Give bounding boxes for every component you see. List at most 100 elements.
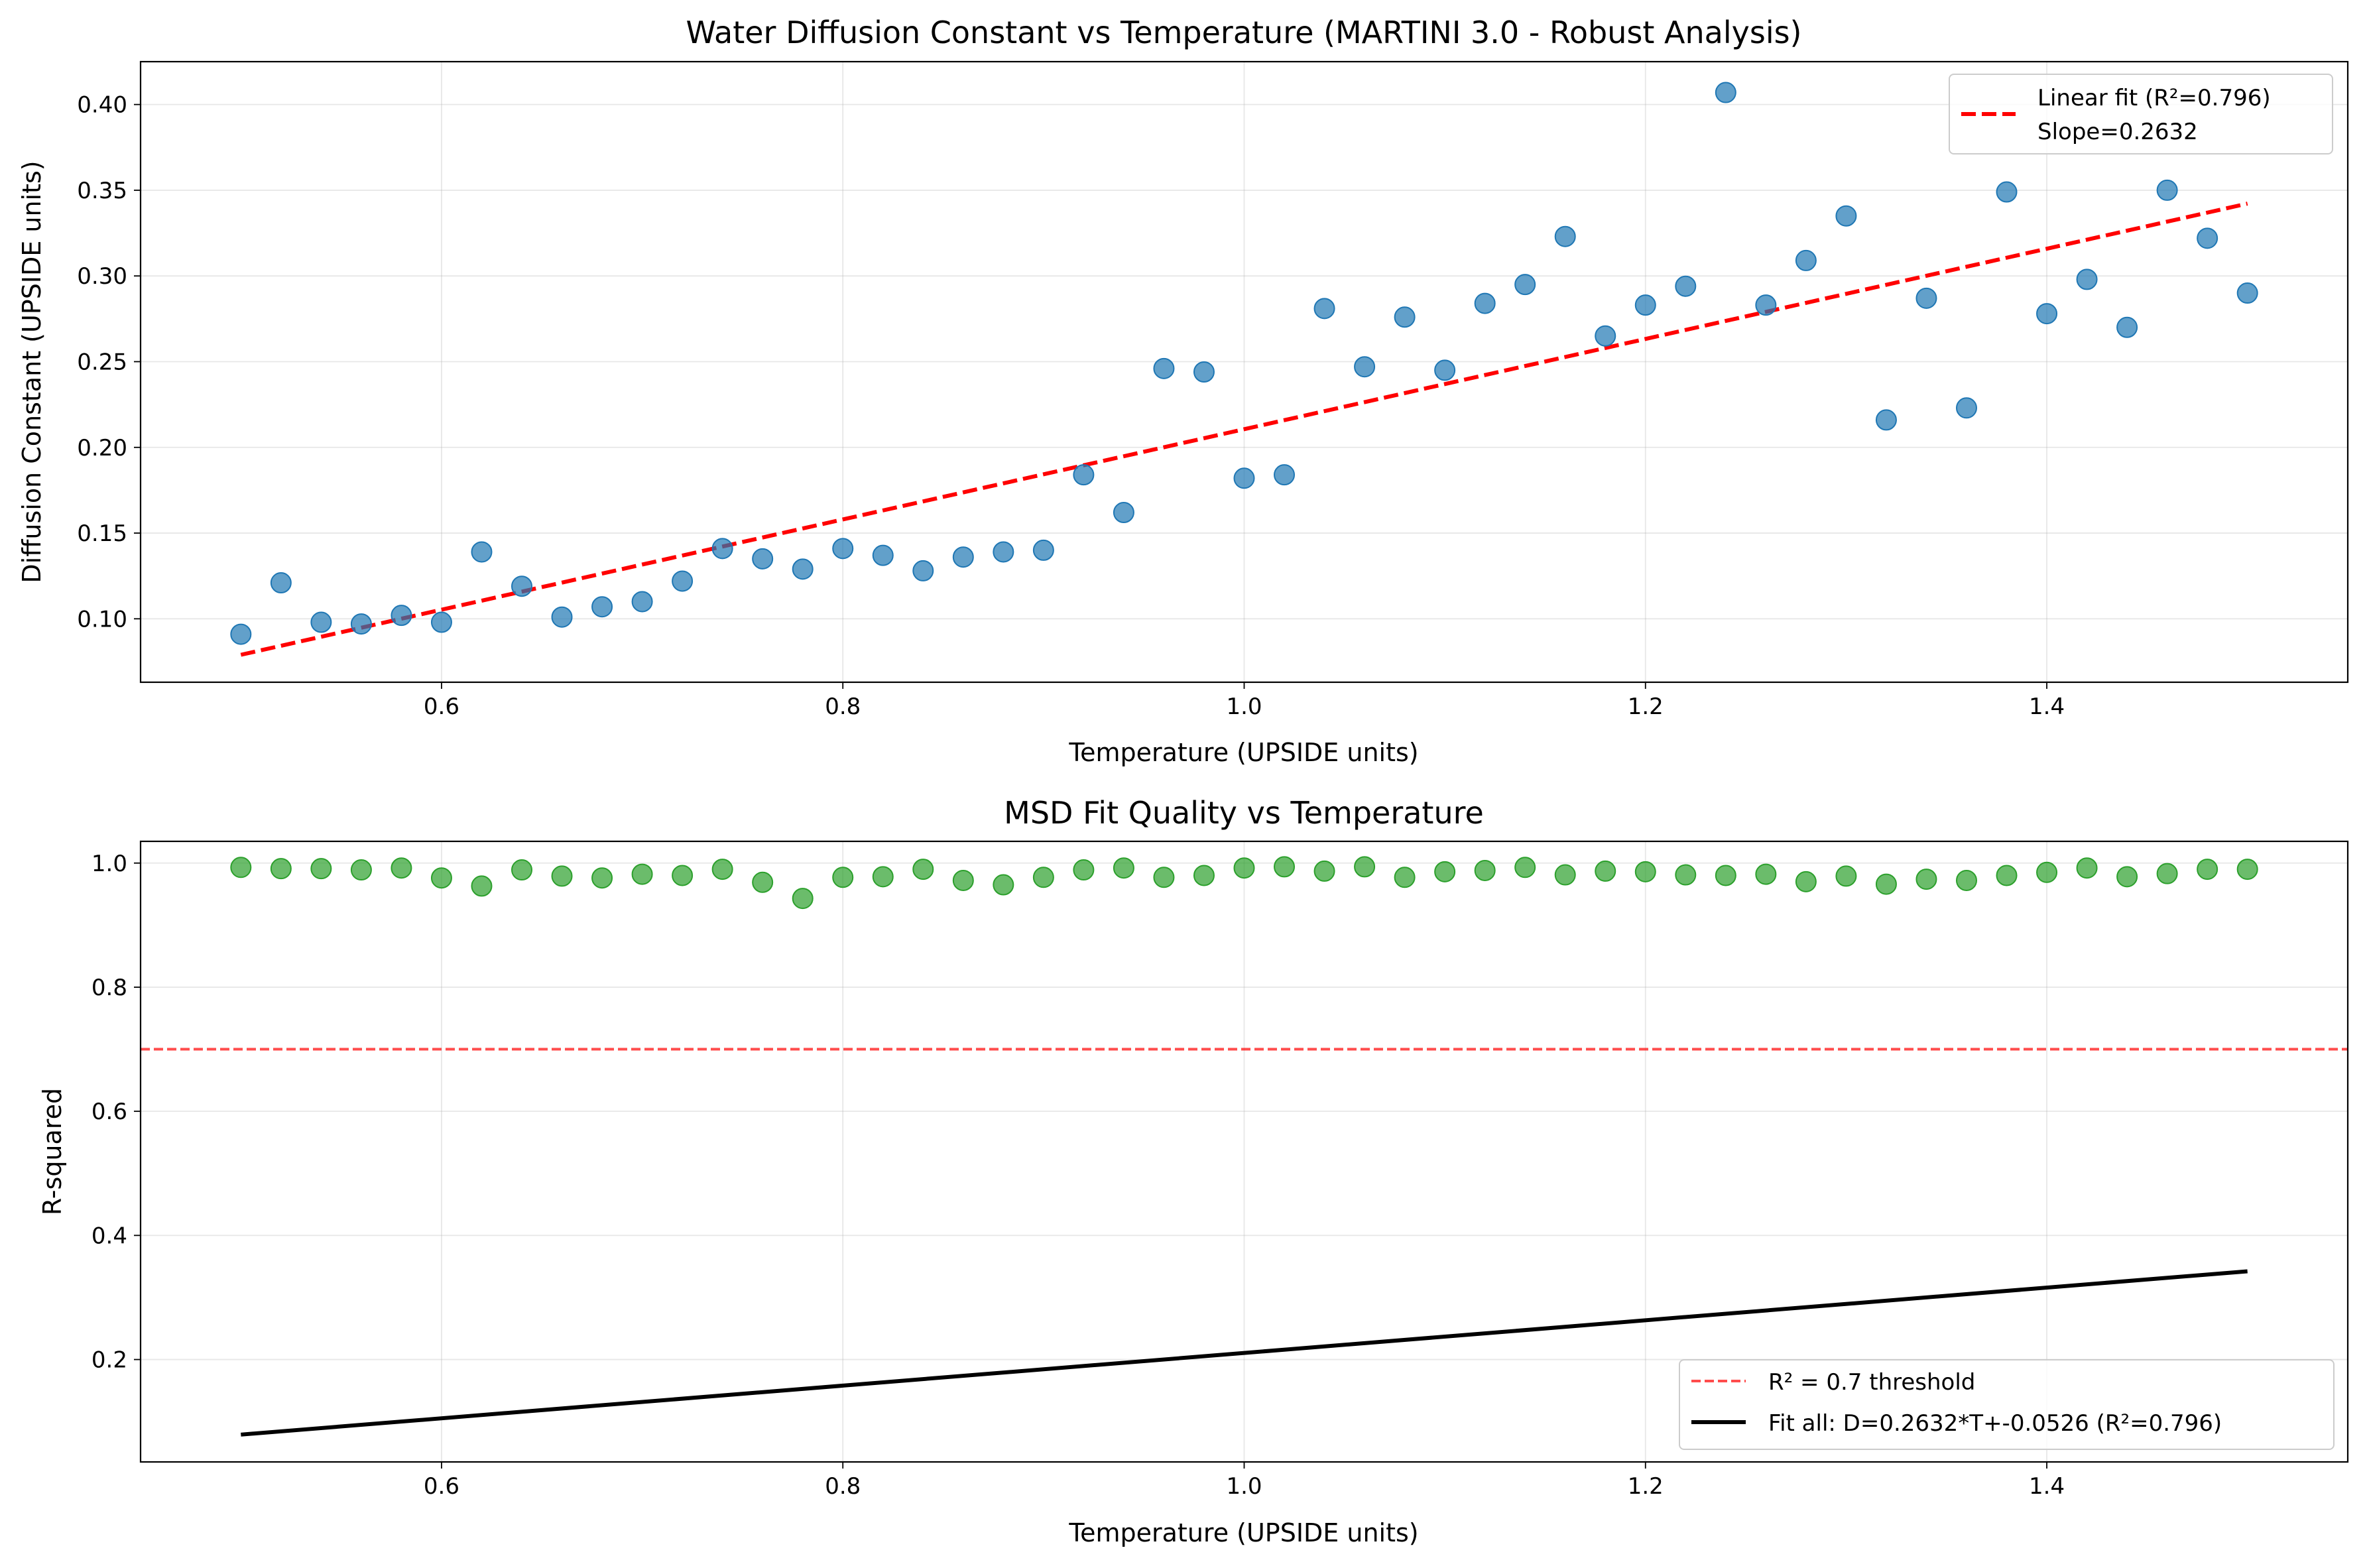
diffusion-y-tick-label: 0.10 (77, 606, 127, 633)
fit-quality-y-tick-label: 0.8 (91, 975, 127, 1001)
diffusion-data-point (993, 541, 1014, 563)
fit-quality-x-tick-label: 1.2 (1628, 1473, 1664, 1500)
diffusion-data-point (1996, 181, 2018, 203)
diffusion-data-point (1554, 225, 1576, 247)
fit-quality-data-point (511, 859, 533, 881)
diffusion-data-point (1193, 361, 1215, 383)
fit-quality-data-point (1474, 859, 1496, 881)
diffusion-data-point (350, 613, 372, 635)
diffusion-y-tick-label: 0.30 (77, 263, 127, 290)
fit-quality-data-point (1554, 864, 1576, 886)
diffusion-data-point (1153, 357, 1175, 379)
fit-quality-data-point (1795, 871, 1817, 892)
fit-quality-data-point (1675, 864, 1697, 886)
fit-quality-data-point (2236, 859, 2258, 880)
diffusion-data-point (551, 606, 573, 628)
fit-quality-data-point (1996, 865, 2018, 886)
fit-quality-data-point (2156, 863, 2178, 884)
fit-quality-data-point (912, 859, 934, 880)
fit-quality-data-point (1955, 869, 1977, 891)
fit-quality-legend-fit-label: Fit all: D=0.2632*T+-0.0526 (R²=0.796) (1768, 1410, 2222, 1437)
fit-quality-data-point (631, 863, 653, 885)
fit-quality-data-point (711, 859, 733, 880)
fit-quality-y-axis-label: R-squared (38, 1088, 67, 1215)
diffusion-title: Water Diffusion Constant vs Temperature … (686, 15, 1801, 50)
diffusion-y-tick-label: 0.20 (77, 435, 127, 461)
fit-quality-fit-line (241, 1269, 2248, 1437)
fit-quality-y-tick-label: 0.4 (91, 1223, 127, 1249)
diffusion-data-point (872, 544, 894, 566)
diffusion-data-point (230, 623, 252, 645)
fit-quality-x-axis-label: Temperature (UPSIDE units) (1068, 1518, 1418, 1547)
diffusion-legend-fit-label-line2: Slope=0.2632 (2037, 119, 2198, 145)
diffusion-data-point (1434, 359, 1456, 381)
diffusion-panel: Water Diffusion Constant vs Temperature … (17, 15, 2349, 767)
fit-quality-data-point (1595, 860, 1616, 882)
diffusion-data-point (2197, 227, 2218, 249)
fit-quality-legend-box (1679, 1359, 2335, 1450)
fit-quality-data-point (230, 857, 252, 878)
diffusion-data-point (2156, 179, 2178, 201)
fit-quality-legend: R² = 0.7 threshold Fit all: D=0.2632*T+-… (1679, 1359, 2335, 1450)
diffusion-data-point (2236, 282, 2258, 304)
fit-quality-panel: MSD Fit Quality vs Temperature 0.6 0.8 1.0… (38, 795, 2349, 1547)
diffusion-data-point (591, 596, 613, 618)
diffusion-x-tick-label: 1.2 (1628, 694, 1664, 720)
diffusion-data-point (1835, 205, 1857, 227)
fit-quality-data-point (1032, 867, 1054, 888)
diffusion-data-point (752, 548, 774, 570)
diffusion-data-point (912, 560, 934, 581)
diffusion-data-point (430, 611, 452, 633)
fit-quality-x-tick-label: 1.0 (1226, 1473, 1262, 1500)
diffusion-y-tick-label: 0.40 (77, 92, 127, 119)
diffusion-data-point (1755, 294, 1777, 316)
fit-quality-ticks: 0.6 0.8 1.0 1.2 1.4 0.2 0.4 0.6 0.8 1.0 (91, 851, 2065, 1500)
diffusion-data-point (1675, 275, 1697, 297)
fit-quality-data-point (1634, 861, 1656, 882)
diffusion-data-point (511, 575, 533, 597)
diffusion-y-tick-label: 0.25 (77, 349, 127, 375)
diffusion-legend-box (1949, 74, 2333, 154)
diffusion-data-point (2036, 303, 2058, 325)
diffusion-data-point (2116, 316, 2138, 338)
diffusion-data-point (1113, 502, 1134, 524)
fit-quality-data-point (1313, 860, 1335, 882)
diffusion-x-tick-label: 0.6 (424, 694, 459, 720)
diffusion-data-point (1313, 298, 1335, 320)
fit-quality-data-point (430, 867, 452, 889)
fit-quality-data-point (391, 857, 412, 879)
diffusion-data-point (1233, 467, 1255, 489)
diffusion-data-point (1875, 409, 1897, 431)
fit-quality-data-point (471, 875, 493, 897)
fit-quality-data-point (350, 859, 372, 881)
fit-quality-data-point (792, 888, 814, 910)
fit-quality-data-point (1875, 873, 1897, 895)
fit-quality-y-tick-label: 0.6 (91, 1099, 127, 1125)
fit-quality-data-point (1113, 857, 1134, 879)
diffusion-data-point (631, 591, 653, 613)
diffusion-legend: Linear fit (R²=0.796) Slope=0.2632 (1949, 74, 2333, 154)
fit-quality-data-point (952, 869, 974, 891)
diffusion-ticks: 0.6 0.8 1.0 1.2 1.4 0.10 0.15 0.20 0.25 0.30 0.35 0… (77, 92, 2065, 720)
diffusion-x-tick-label: 0.8 (825, 694, 861, 720)
diffusion-data-point (1394, 306, 1416, 328)
diffusion-data-point (1032, 539, 1054, 561)
fit-quality-data-point (1153, 867, 1175, 888)
fit-quality-title: MSD Fit Quality vs Temperature (1004, 795, 1484, 831)
diffusion-data-point (711, 538, 733, 560)
diffusion-y-axis-label: Diffusion Constant (UPSIDE units) (17, 160, 46, 583)
fit-quality-y-tick-label: 1.0 (91, 851, 127, 877)
diffusion-y-tick-label: 0.15 (77, 520, 127, 547)
diffusion-x-tick-label: 1.0 (1226, 694, 1262, 720)
fit-quality-data-point (1915, 869, 1937, 890)
diffusion-data-point (1915, 287, 1937, 309)
diffusion-data-point (310, 611, 332, 633)
fit-quality-data-point (872, 866, 894, 888)
fit-quality-data-point (551, 865, 573, 887)
diffusion-data-point (792, 558, 814, 580)
diffusion-x-axis-label: Temperature (UPSIDE units) (1068, 738, 1418, 767)
fit-quality-data-point (1514, 857, 1536, 878)
fit-quality-x-tick-label: 1.4 (2029, 1473, 2065, 1500)
diffusion-data-point (270, 572, 292, 594)
